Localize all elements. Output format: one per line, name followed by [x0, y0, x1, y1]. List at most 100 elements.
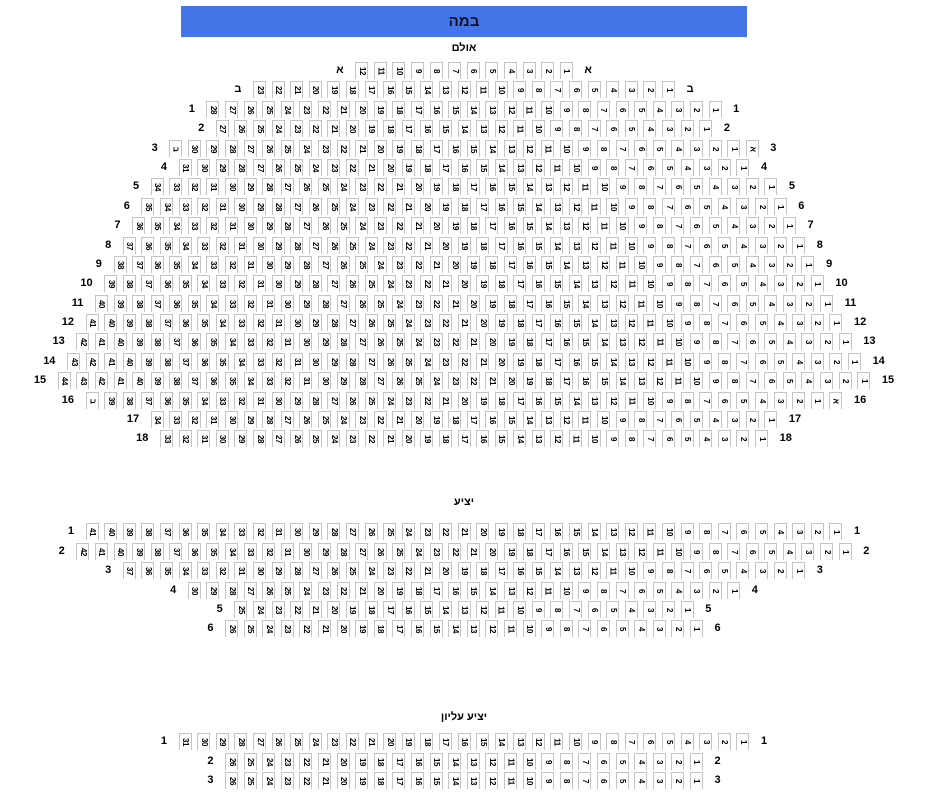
- seat-balcony-row1-3[interactable]: 3: [792, 523, 806, 541]
- seat-hall-row6-20[interactable]: 20: [420, 197, 434, 215]
- seat-hall-row18-33[interactable]: 33: [160, 430, 173, 448]
- seat-hall-row5-4[interactable]: 4: [708, 178, 722, 196]
- seat-balcony-row2-13[interactable]: 13: [615, 542, 629, 560]
- seat-hall-row3-א[interactable]: א: [745, 139, 759, 157]
- seat-hall-row4-28[interactable]: 28: [234, 158, 248, 176]
- seat-hall-row15-42[interactable]: 42: [94, 372, 108, 390]
- seat-balcony-row1-31[interactable]: 31: [271, 523, 285, 541]
- seat-upper-balcony-row1-27[interactable]: 27: [252, 733, 266, 751]
- seat-hall-rowא-7[interactable]: 7: [448, 62, 462, 79]
- seat-balcony-row1-1[interactable]: 1: [829, 523, 843, 541]
- seat-hall-row7-14[interactable]: 14: [541, 217, 555, 235]
- seat-hall-row12-31[interactable]: 31: [271, 314, 285, 332]
- seat-hall-row3-9[interactable]: 9: [578, 139, 592, 157]
- seat-hall-row11-37[interactable]: 37: [150, 294, 164, 312]
- seat-hall-row12-11[interactable]: 11: [643, 314, 657, 332]
- seat-hall-row13-30[interactable]: 30: [299, 333, 313, 351]
- seat-hall-row9-16[interactable]: 16: [522, 255, 536, 273]
- seat-hall-row2-8[interactable]: 8: [569, 120, 583, 138]
- seat-hall-rowב-9[interactable]: 9: [513, 81, 527, 99]
- seat-hall-row16-27[interactable]: 27: [327, 391, 341, 409]
- seat-hall-row12-34[interactable]: 34: [215, 314, 229, 332]
- seat-hall-row2-20[interactable]: 20: [345, 120, 359, 138]
- seat-hall-row15-26[interactable]: 26: [392, 372, 406, 390]
- seat-hall-row7-23[interactable]: 23: [373, 217, 387, 235]
- seat-hall-row10-23[interactable]: 23: [401, 275, 415, 293]
- seat-upper-balcony-row2-22[interactable]: 22: [299, 752, 313, 770]
- seat-hall-row18-32[interactable]: 32: [178, 430, 192, 448]
- seat-hall-rowב-14[interactable]: 14: [420, 81, 434, 99]
- seat-hall-row16-ב[interactable]: ב: [85, 391, 99, 409]
- seat-hall-row14-33[interactable]: 33: [252, 352, 266, 370]
- seat-hall-row7-19[interactable]: 19: [448, 217, 462, 235]
- seat-hall-row6-35[interactable]: 35: [141, 197, 155, 215]
- seat-upper-balcony-row2-6[interactable]: 6: [596, 752, 610, 770]
- seat-upper-balcony-row2-25[interactable]: 25: [243, 752, 257, 770]
- seat-hall-row6-30[interactable]: 30: [234, 197, 248, 215]
- seat-hall-row8-24[interactable]: 24: [364, 236, 378, 254]
- seat-hall-row11-38[interactable]: 38: [132, 294, 146, 312]
- seat-hall-row17-19[interactable]: 19: [429, 411, 443, 429]
- seat-hall-row4-9[interactable]: 9: [587, 158, 601, 176]
- seat-balcony-row1-22[interactable]: 22: [438, 523, 452, 541]
- seat-hall-row9-7[interactable]: 7: [689, 255, 703, 273]
- seat-hall-rowא-10[interactable]: 10: [392, 62, 406, 79]
- seat-hall-row11-1[interactable]: 1: [820, 294, 834, 312]
- seat-hall-row5-11[interactable]: 11: [578, 178, 592, 196]
- seat-hall-row18-8[interactable]: 8: [624, 430, 638, 448]
- seat-hall-row8-28[interactable]: 28: [290, 236, 304, 254]
- seat-hall-row12-14[interactable]: 14: [587, 314, 601, 332]
- seat-hall-row15-8[interactable]: 8: [727, 372, 741, 390]
- seat-upper-balcony-row2-19[interactable]: 19: [355, 752, 369, 770]
- seat-hall-row9-19[interactable]: 19: [466, 255, 480, 273]
- seat-balcony-row3-7[interactable]: 7: [680, 562, 694, 580]
- seat-hall-row14-7[interactable]: 7: [736, 352, 750, 370]
- seat-hall-row7-16[interactable]: 16: [503, 217, 517, 235]
- seat-hall-row12-37[interactable]: 37: [160, 314, 173, 332]
- seat-hall-row1-11[interactable]: 11: [522, 100, 536, 118]
- seat-hall-row1-4[interactable]: 4: [652, 100, 666, 118]
- seat-hall-row3-18[interactable]: 18: [411, 139, 425, 157]
- seat-hall-row16-10[interactable]: 10: [643, 391, 657, 409]
- seat-hall-row7-18[interactable]: 18: [466, 217, 480, 235]
- seat-balcony-row3-10[interactable]: 10: [624, 562, 638, 580]
- seat-upper-balcony-row1-2[interactable]: 2: [717, 733, 731, 751]
- seat-balcony-row6-10[interactable]: 10: [522, 620, 536, 638]
- seat-hall-row17-28[interactable]: 28: [262, 411, 276, 429]
- seat-hall-row14-18[interactable]: 18: [531, 352, 545, 370]
- seat-hall-row16-34[interactable]: 34: [197, 391, 211, 409]
- seat-hall-row7-17[interactable]: 17: [485, 217, 499, 235]
- seat-hall-row6-19[interactable]: 19: [438, 197, 452, 215]
- seat-balcony-row2-27[interactable]: 27: [355, 542, 369, 560]
- seat-hall-row5-31[interactable]: 31: [206, 178, 220, 196]
- seat-upper-balcony-row1-9[interactable]: 9: [587, 733, 601, 751]
- seat-hall-row11-6[interactable]: 6: [727, 294, 741, 312]
- seat-hall-row2-9[interactable]: 9: [550, 120, 564, 138]
- seat-hall-row15-39[interactable]: 39: [150, 372, 164, 390]
- seat-balcony-row2-10[interactable]: 10: [671, 542, 685, 560]
- seat-upper-balcony-row3-8[interactable]: 8: [559, 772, 573, 790]
- seat-hall-row1-12[interactable]: 12: [503, 100, 517, 118]
- seat-hall-rowב-1[interactable]: 1: [662, 81, 676, 99]
- seat-hall-row12-8[interactable]: 8: [699, 314, 713, 332]
- seat-hall-row8-31[interactable]: 31: [234, 236, 248, 254]
- seat-hall-row4-12[interactable]: 12: [531, 158, 545, 176]
- seat-hall-row12-4[interactable]: 4: [773, 314, 787, 332]
- seat-hall-row5-14[interactable]: 14: [522, 178, 536, 196]
- seat-hall-row15-29[interactable]: 29: [336, 372, 350, 390]
- seat-hall-row7-29[interactable]: 29: [262, 217, 276, 235]
- seat-hall-row11-29[interactable]: 29: [299, 294, 313, 312]
- seat-hall-row8-29[interactable]: 29: [271, 236, 285, 254]
- seat-hall-row18-9[interactable]: 9: [606, 430, 620, 448]
- seat-hall-row12-6[interactable]: 6: [736, 314, 750, 332]
- seat-hall-row14-32[interactable]: 32: [271, 352, 285, 370]
- seat-hall-row4-24[interactable]: 24: [308, 158, 322, 176]
- seat-hall-row12-18[interactable]: 18: [513, 314, 527, 332]
- seat-hall-row11-13[interactable]: 13: [596, 294, 610, 312]
- seat-hall-row8-32[interactable]: 32: [215, 236, 229, 254]
- seat-upper-balcony-row2-23[interactable]: 23: [280, 752, 294, 770]
- seat-balcony-row2-12[interactable]: 12: [634, 542, 648, 560]
- seat-hall-row13-12[interactable]: 12: [634, 333, 648, 351]
- seat-upper-balcony-row1-6[interactable]: 6: [643, 733, 657, 751]
- seat-hall-row5-6[interactable]: 6: [671, 178, 685, 196]
